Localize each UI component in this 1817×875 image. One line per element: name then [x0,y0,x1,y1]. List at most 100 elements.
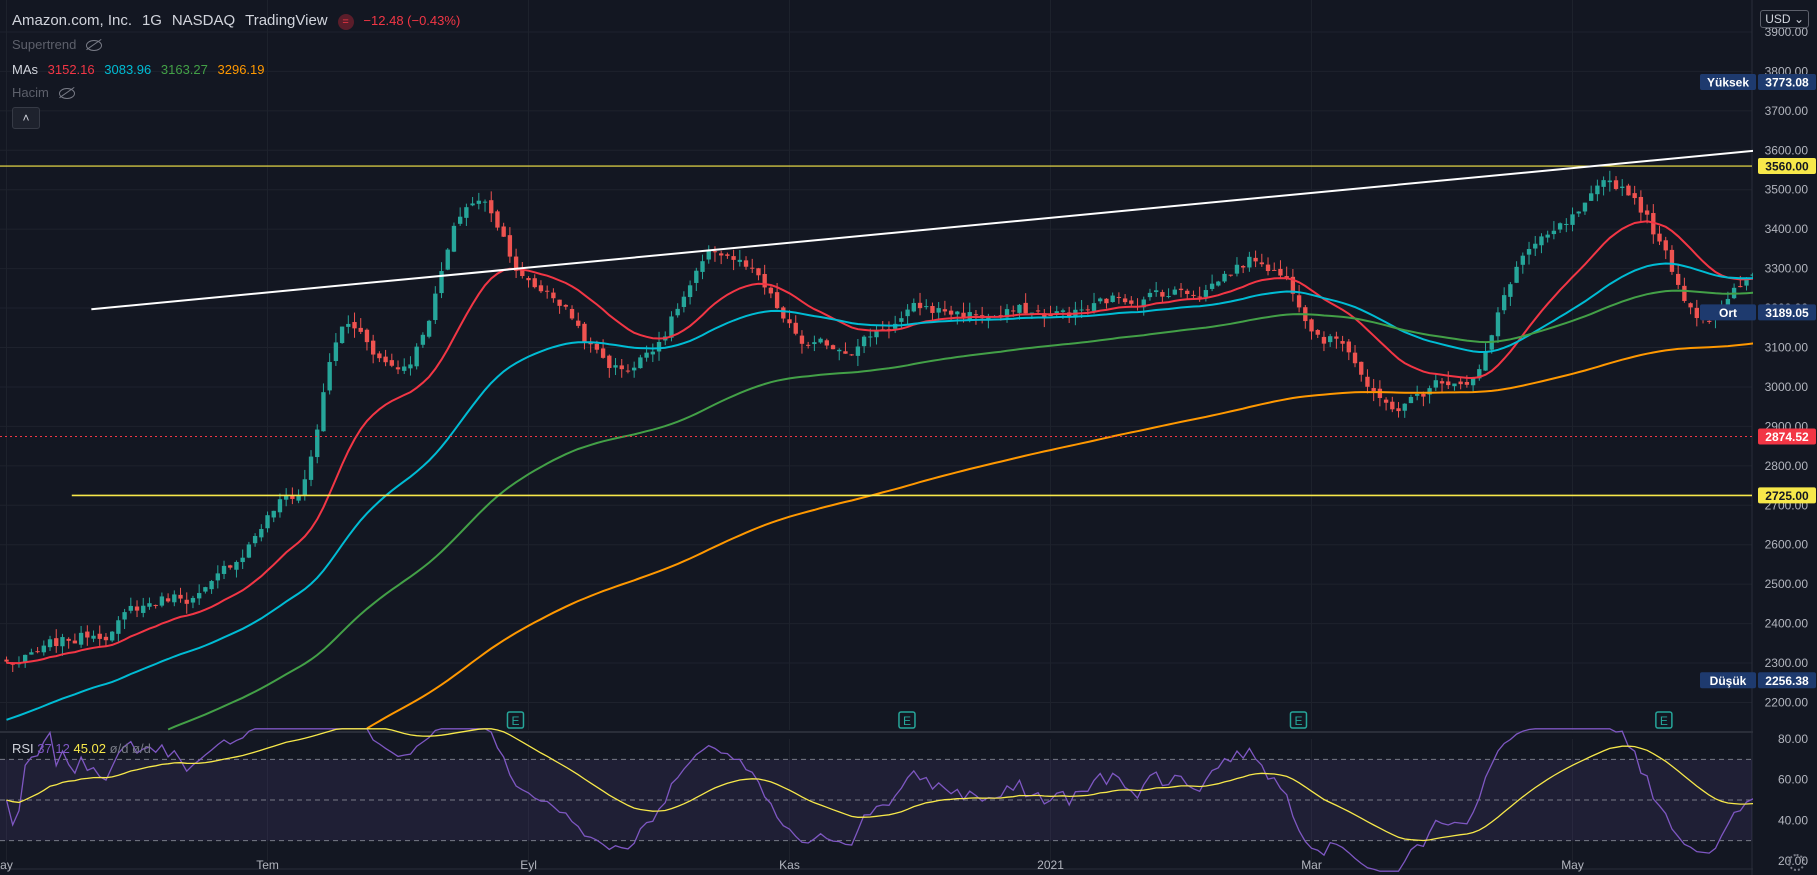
volume-row[interactable]: Hacim [12,85,81,100]
supertrend-row[interactable]: Supertrend [12,37,108,52]
candle [837,348,842,361]
candle-body [675,308,680,316]
candle-body [47,639,53,648]
symbol-name[interactable]: Amazon.com, Inc. [12,12,133,29]
candle [358,318,363,335]
candle-body [66,638,71,641]
candle-body [1371,388,1376,392]
candle [240,549,245,569]
candle-body [228,565,233,568]
candle [737,249,742,267]
candle [1185,288,1190,300]
candle-body [1054,311,1059,315]
candle [924,299,929,310]
candle-body [116,620,121,634]
volume-label: Hacim [12,85,49,100]
collapse-legend-button[interactable]: ˄ [12,107,40,129]
candle [402,358,407,374]
candle [1222,270,1227,283]
candle-body [1576,211,1581,214]
candle-body [1408,396,1414,404]
candle [1247,251,1252,272]
price-label-value: 2725.00 [1765,489,1809,503]
candle-body [1259,262,1264,265]
candle-body [1309,319,1314,332]
candle [1296,285,1302,313]
candle-body [650,351,655,355]
time-tick-label: Mar [1301,858,1322,872]
candle-body [1383,399,1389,403]
candle-body [1644,210,1650,215]
rsi-header[interactable]: RSI 37.12 45.02 ø/d ø/d [12,741,151,756]
time-tick-label: 2021 [1037,858,1064,872]
candle [743,256,749,270]
candle-body [1247,256,1252,268]
candle-body [470,203,475,206]
mas-row[interactable]: MAs 3152.16 3083.96 3163.27 3296.19 [12,62,271,77]
candle [283,488,289,507]
candle-body [793,322,798,334]
candle [327,353,332,395]
candle-body [1209,283,1215,289]
candle-body [936,308,941,313]
price-label-box [1758,74,1816,91]
candle-body [1458,381,1463,385]
candle-body [420,334,426,345]
candle-body [973,314,979,316]
hidden-eye-icon[interactable] [86,40,103,52]
ma-value-red: 3152.16 [47,62,95,77]
price-label-box [1758,304,1816,321]
price-label-value: 3773.08 [1765,76,1809,90]
gear-icon[interactable] [1788,854,1805,871]
candle-body [1657,233,1662,242]
interval-label[interactable]: 1G [141,12,162,29]
candle [66,637,71,649]
candle [377,351,382,363]
candle-body [557,299,562,306]
candle-body [1682,285,1687,301]
moving-averages [6,220,1817,731]
candle-body [296,495,301,501]
candle-body [1427,388,1432,395]
rsi-ma-value: 45.02 [73,741,107,756]
candle [389,353,394,368]
candle-body [464,207,469,218]
candle-body [899,318,904,322]
candle-body [1526,249,1532,255]
candle-body [1098,298,1103,302]
candle-body [1601,180,1606,187]
candle-body [1253,257,1258,262]
time-tick-label: May [1561,858,1584,872]
candle-body [613,365,618,368]
candle [252,533,258,547]
candle [1408,394,1414,404]
candle-body [1185,290,1190,295]
candle [97,625,102,646]
ma-value-orange: 3296.19 [217,62,265,77]
candle [1079,300,1084,319]
candle-body [22,654,28,663]
hidden-eye-icon[interactable] [58,88,75,100]
candle-body [109,631,115,641]
candle-body [4,659,9,662]
candle [41,640,46,656]
candle [961,302,966,323]
candle-body [1315,330,1320,335]
time-tick-label: Eyl [520,858,537,872]
candle [1240,264,1246,274]
candle [172,590,177,607]
ma-line-orange [366,337,1817,730]
currency-selector[interactable]: USD ⌄ [1760,10,1809,28]
candle [1452,383,1457,391]
candle-body [1011,310,1016,312]
candle-body [439,271,444,294]
candle [1607,170,1612,192]
candle-body [1035,310,1041,312]
candle [1539,233,1544,254]
candle [1526,241,1532,265]
candle-body [433,293,438,321]
price-label-value: 2256.38 [1765,674,1809,688]
candle-body [377,353,382,359]
